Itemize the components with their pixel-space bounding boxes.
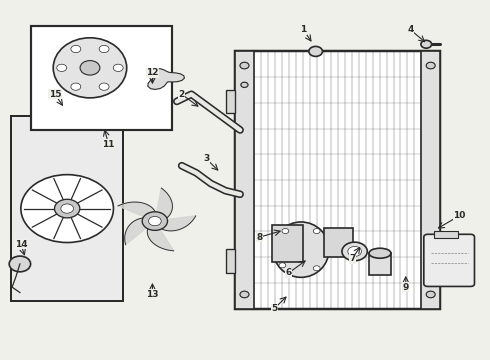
Text: 4: 4 bbox=[408, 26, 414, 35]
Bar bbox=[324, 228, 353, 257]
Text: 13: 13 bbox=[146, 290, 159, 299]
Circle shape bbox=[9, 256, 30, 272]
Ellipse shape bbox=[53, 38, 127, 98]
Circle shape bbox=[240, 291, 249, 298]
Text: 11: 11 bbox=[102, 140, 115, 149]
Circle shape bbox=[80, 60, 100, 75]
Circle shape bbox=[71, 45, 81, 53]
Text: 8: 8 bbox=[256, 233, 263, 242]
Circle shape bbox=[240, 62, 249, 69]
Polygon shape bbox=[118, 202, 155, 221]
Ellipse shape bbox=[369, 248, 391, 258]
Circle shape bbox=[241, 82, 248, 87]
Bar bbox=[235, 51, 440, 309]
Text: 3: 3 bbox=[203, 154, 209, 163]
Text: 12: 12 bbox=[146, 68, 159, 77]
Circle shape bbox=[113, 64, 123, 71]
Bar bbox=[369, 253, 391, 275]
Text: 2: 2 bbox=[178, 90, 185, 99]
Bar bbox=[226, 90, 235, 113]
Circle shape bbox=[348, 247, 362, 256]
Circle shape bbox=[426, 291, 435, 298]
Bar bbox=[11, 116, 123, 301]
Polygon shape bbox=[155, 216, 196, 231]
Circle shape bbox=[282, 229, 289, 234]
Circle shape bbox=[426, 62, 435, 69]
Polygon shape bbox=[155, 188, 172, 221]
Text: 5: 5 bbox=[271, 304, 277, 313]
Bar bbox=[226, 249, 235, 273]
Bar bbox=[30, 26, 172, 130]
Bar bbox=[434, 231, 459, 238]
Text: 14: 14 bbox=[15, 240, 27, 249]
Polygon shape bbox=[147, 221, 173, 251]
Circle shape bbox=[21, 175, 114, 243]
Circle shape bbox=[71, 83, 81, 90]
Text: 1: 1 bbox=[300, 26, 307, 35]
Circle shape bbox=[54, 199, 80, 218]
Circle shape bbox=[99, 45, 109, 53]
Circle shape bbox=[342, 242, 368, 261]
Circle shape bbox=[57, 64, 67, 71]
Circle shape bbox=[313, 229, 320, 234]
Polygon shape bbox=[125, 218, 155, 245]
Text: 15: 15 bbox=[49, 90, 61, 99]
Text: 9: 9 bbox=[403, 283, 409, 292]
Bar bbox=[421, 51, 440, 309]
Circle shape bbox=[279, 263, 286, 268]
Text: 7: 7 bbox=[349, 254, 355, 263]
Bar bbox=[235, 51, 254, 309]
Circle shape bbox=[313, 266, 320, 271]
Ellipse shape bbox=[273, 222, 329, 277]
Bar bbox=[272, 225, 303, 262]
Text: 6: 6 bbox=[286, 268, 292, 277]
FancyBboxPatch shape bbox=[424, 234, 474, 287]
Circle shape bbox=[142, 212, 168, 230]
Polygon shape bbox=[148, 68, 184, 90]
Circle shape bbox=[309, 46, 322, 57]
Circle shape bbox=[148, 216, 161, 226]
Circle shape bbox=[61, 204, 74, 213]
Circle shape bbox=[421, 40, 432, 48]
Circle shape bbox=[99, 83, 109, 90]
Text: 10: 10 bbox=[453, 211, 465, 220]
